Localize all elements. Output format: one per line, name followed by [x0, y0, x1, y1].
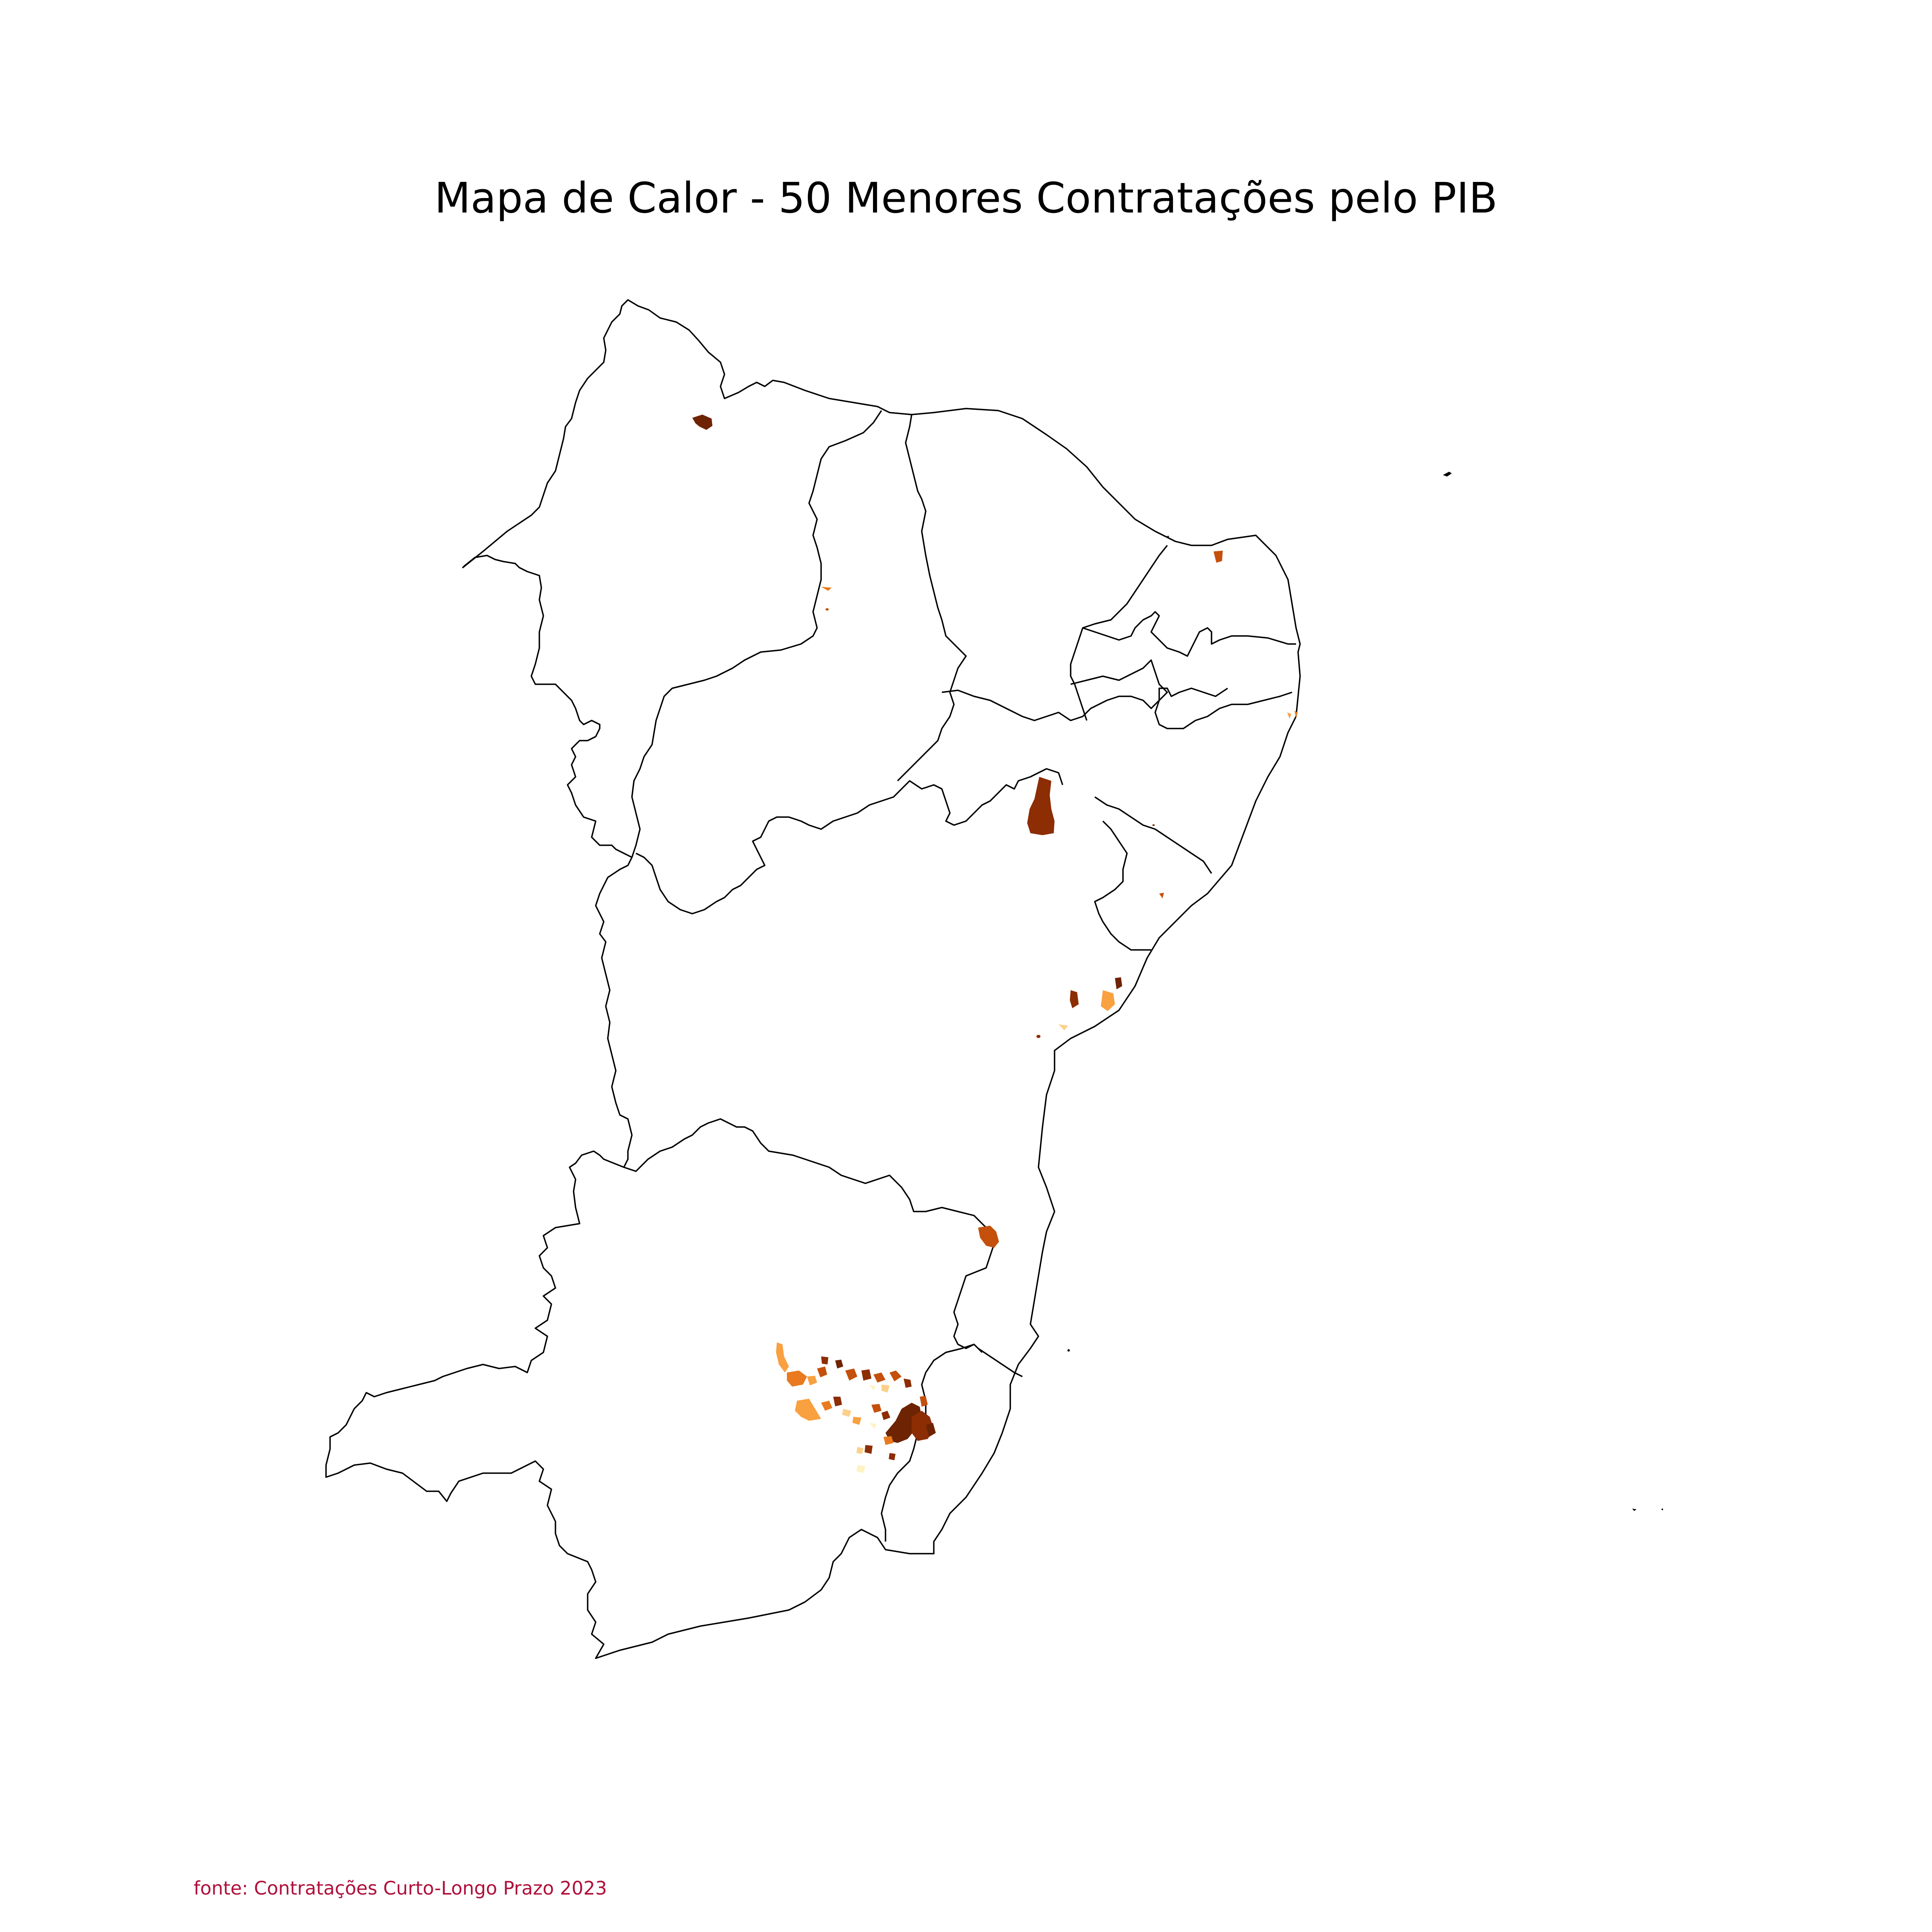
municipality-heat-mark [890, 1371, 902, 1381]
border-rn-paraiba [1082, 611, 1296, 657]
municipality-heat-mark [833, 1397, 842, 1406]
municipality-heat-mark [857, 1465, 865, 1473]
border-paraiba-pernambuco [1070, 659, 1292, 729]
municipality-heat-mark [886, 1403, 922, 1443]
map-title: Mapa de Calor - 50 Menores Contratações … [434, 173, 1498, 223]
island-martim-vaz [1662, 1509, 1663, 1510]
municipality-heat-mark [1070, 990, 1079, 1008]
municipality-heat-mark [835, 1360, 843, 1368]
municipality-heat-mark [1214, 551, 1223, 563]
municipality-heat-mark [978, 1226, 999, 1248]
municipality-heat-mark [865, 1445, 873, 1454]
border-ceara-rn-pb [1070, 545, 1168, 721]
border-ceara-pernambuco [941, 687, 1228, 721]
municipality-heat-mark [1059, 1024, 1068, 1030]
municipality-heat-mark [857, 1447, 863, 1454]
municipality-heat-mark [787, 1371, 807, 1387]
border-piaui-bahia [636, 768, 1063, 914]
municipality-heat-mark [926, 1423, 936, 1437]
municipality-heat-mark [842, 1409, 851, 1417]
island-fernando-de-noronha [1443, 472, 1452, 477]
municipality-heat-mark [871, 1404, 881, 1413]
region-outline [325, 299, 1301, 1659]
source-note: fonte: Contratações Curto-Longo Prazo 20… [194, 1877, 607, 1899]
border-maranhao-piaui [631, 410, 882, 858]
municipality-heat-mark [1287, 712, 1291, 719]
municipality-heat-mark [807, 1376, 817, 1385]
municipality-heat-mark [776, 1342, 789, 1373]
municipality-heat-mark [1159, 893, 1164, 898]
municipality-heat-mark [821, 587, 832, 591]
municipality-heat-mark [889, 1453, 896, 1460]
municipality-heat-mark [1027, 777, 1055, 835]
border-bahia-es [978, 1348, 1023, 1377]
municipality-heat-mark [826, 608, 829, 611]
heat-municipalities [692, 415, 1298, 1473]
municipality-heat-mark [821, 1356, 828, 1364]
municipality-heat-mark [904, 1379, 912, 1388]
island-small-northeast [1167, 536, 1169, 537]
municipality-heat-mark [795, 1399, 821, 1421]
municipality-heat-mark [1115, 977, 1122, 989]
municipality-heat-mark [1036, 1035, 1040, 1038]
island-trindade [1632, 1509, 1637, 1511]
border-piaui-ceara [897, 414, 967, 782]
municipality-heat-mark [873, 1373, 886, 1383]
municipality-heat-mark [881, 1385, 890, 1393]
municipality-heat-mark [883, 1436, 894, 1445]
municipality-heat-mark [821, 1401, 832, 1411]
municipality-heat-mark [852, 1417, 861, 1425]
border-alagoas-sergipe [1094, 820, 1151, 951]
municipality-heat-mark [845, 1368, 857, 1381]
border-bahia-minas [623, 1118, 995, 1353]
municipality-heat-mark [692, 415, 712, 430]
municipality-heat-mark [1294, 711, 1298, 718]
municipality-heat-mark [869, 1385, 876, 1391]
municipality-heat-mark [869, 1423, 877, 1429]
islands [1067, 472, 1663, 1511]
island-abrolhos [1067, 1349, 1070, 1352]
municipality-heat-mark [861, 1369, 871, 1381]
state-boundaries [325, 299, 1301, 1659]
border-pernambuco-alagoas [1094, 796, 1212, 874]
municipality-heat-mark [920, 1396, 928, 1407]
municipality-heat-mark [1152, 824, 1155, 826]
municipality-heat-mark [817, 1366, 827, 1377]
municipality-heat-mark [1101, 990, 1115, 1011]
municipality-heat-mark [881, 1411, 890, 1420]
